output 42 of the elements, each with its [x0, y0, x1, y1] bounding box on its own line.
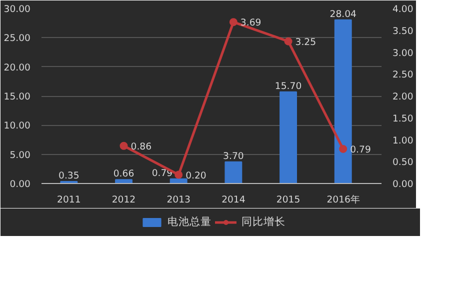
data-label: 0.35: [58, 170, 80, 182]
bar: [334, 19, 352, 184]
y-tick-label: 25.00: [4, 33, 31, 44]
x-tick-label: 2012: [112, 194, 136, 206]
y2-tick-label: 0.50: [392, 157, 414, 168]
y-tick-label: 30.00: [4, 4, 31, 15]
data-label: 3.70: [223, 150, 244, 162]
y2-tick-label: 3.50: [392, 26, 414, 37]
x-tick-label: 2015: [276, 194, 300, 206]
x-tick-label: 2016年: [326, 194, 360, 206]
y2-tick-label: 3.00: [392, 48, 414, 59]
data-label: 28.04: [330, 8, 357, 20]
data-label: 0.20: [186, 170, 206, 182]
y2-tick-label: 0.00: [392, 179, 414, 190]
y2-tick-label: 2.50: [392, 70, 414, 81]
y-tick-label: 20.00: [4, 62, 31, 74]
bar: [224, 161, 242, 184]
y-tick-label: 10.00: [4, 120, 31, 132]
point: [120, 142, 128, 150]
y-tick-label: 0.00: [10, 179, 31, 190]
bar: [115, 179, 132, 184]
point: [229, 18, 238, 26]
data-label: 3.69: [240, 18, 262, 29]
y-tick-label: 5.00: [10, 150, 31, 161]
y2-tick-label: 1.50: [392, 113, 414, 124]
x-tick-label: 2011: [57, 194, 81, 206]
y-tick-label: 15.00: [4, 92, 31, 102]
y2-tick-label: 1.00: [392, 135, 414, 146]
legend-label: 同比增长: [242, 215, 286, 229]
point: [339, 144, 348, 153]
x-tick-label: 2013: [166, 194, 191, 206]
data-label: 0.86: [130, 141, 152, 152]
point: [174, 170, 183, 179]
point: [284, 37, 292, 46]
y2-tick-label: 4.00: [392, 4, 414, 15]
data-label: 0.66: [113, 168, 134, 180]
data-label: 3.25: [295, 36, 316, 48]
bar: [280, 91, 297, 184]
data-label: 15.70: [274, 80, 302, 92]
legend-label: 电池总量: [168, 215, 212, 229]
x-tick-label: 2014: [222, 194, 246, 206]
y2-tick-label: 2.00: [392, 92, 414, 102]
